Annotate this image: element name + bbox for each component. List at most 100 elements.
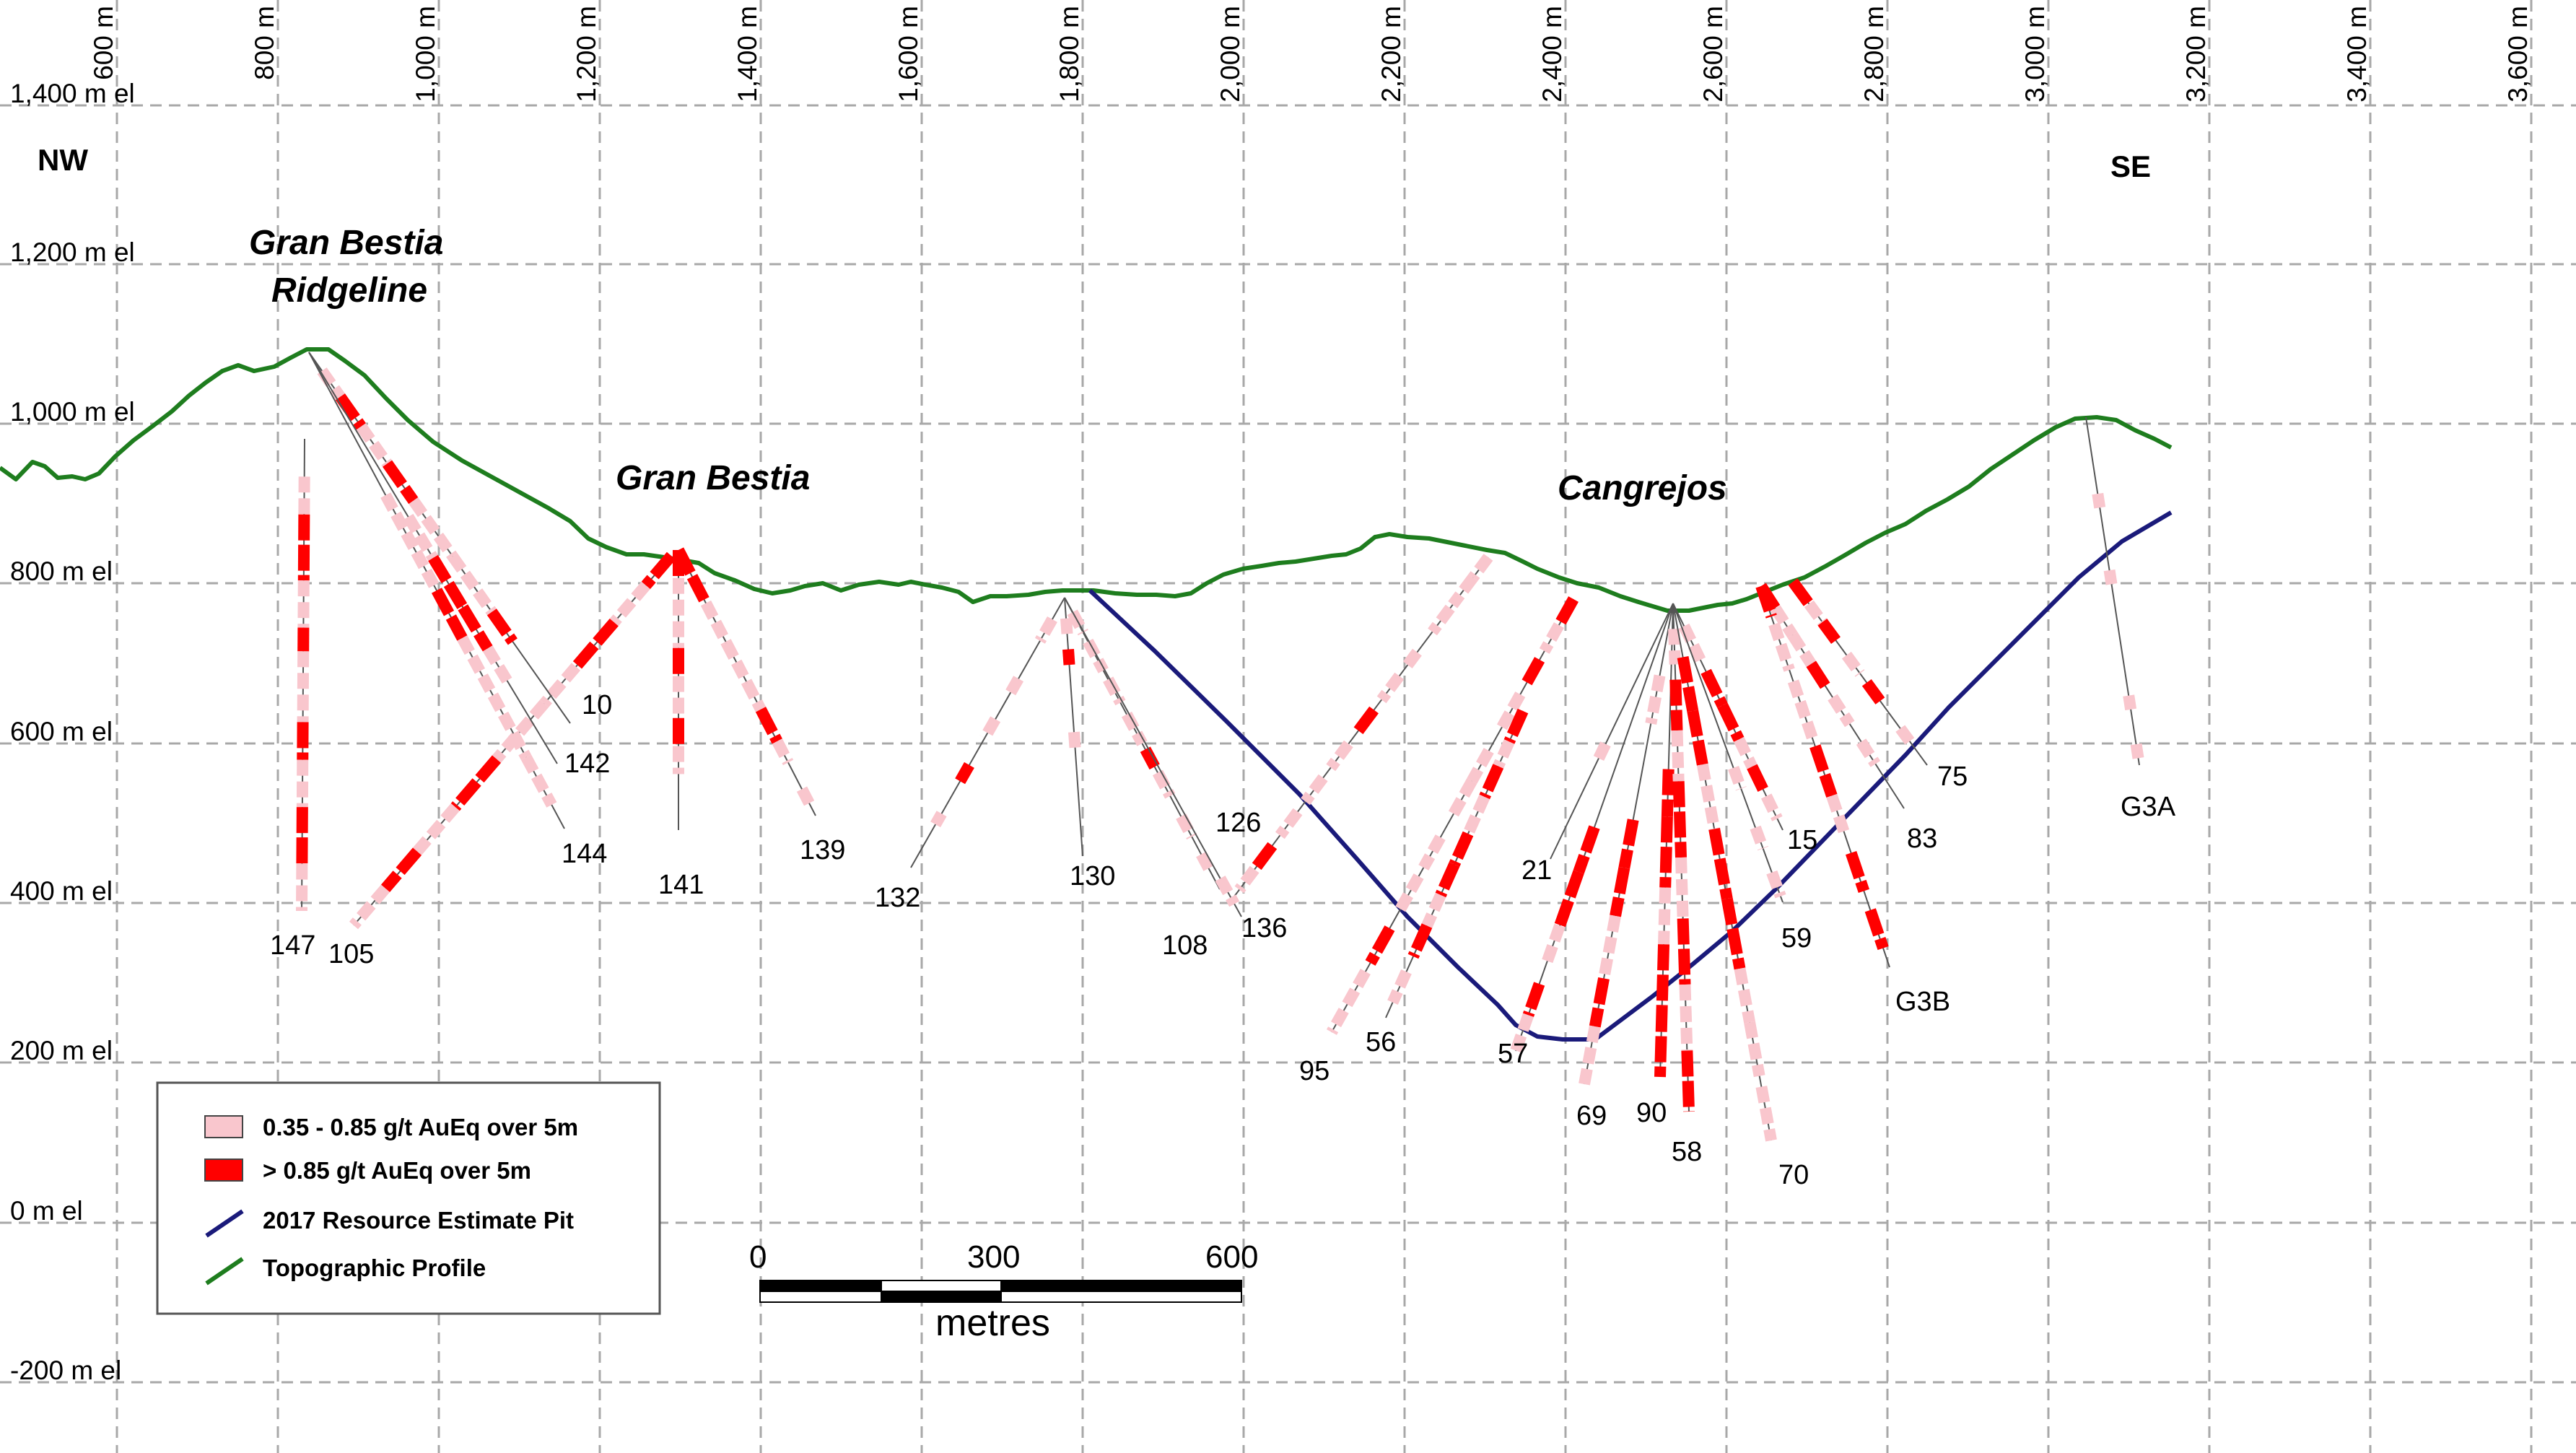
easting-label-3200: 3,200 m — [2181, 6, 2211, 102]
high-grade-interval — [1435, 862, 1460, 898]
drill-hole-105 — [349, 551, 676, 930]
low-grade-interval — [2103, 569, 2118, 585]
drill-hole-90 — [1654, 603, 1675, 1078]
easting-label-1600: 1,600 m — [894, 6, 923, 102]
high-grade-interval — [1062, 649, 1075, 666]
hole-label: 56 — [1366, 1027, 1396, 1057]
hole-label: 69 — [1576, 1101, 1607, 1131]
elev-label-0: 0 m el — [10, 1196, 83, 1226]
high-grade-interval — [1708, 828, 1733, 900]
low-grade-interval — [380, 492, 422, 555]
hole-label: 142 — [564, 749, 610, 779]
hole-label: 136 — [1241, 913, 1287, 943]
drill-hole-70 — [1672, 603, 1777, 1142]
low-grade-interval — [1750, 825, 1769, 851]
low-grade-interval — [1696, 763, 1720, 830]
drill-hole-147 — [296, 438, 310, 912]
hole-label: 21 — [1521, 855, 1552, 886]
high-grade-interval — [1479, 764, 1504, 800]
drill-hole-144 — [308, 352, 565, 829]
low-grade-interval — [317, 367, 345, 401]
high-grade-interval — [1669, 679, 1683, 731]
legend-label-pit: 2017 Resource Estimate Pit — [263, 1207, 574, 1234]
hole-label: 83 — [1907, 824, 1937, 854]
elev-label-400: 400 m el — [10, 876, 113, 906]
scale-bar-segment — [1000, 1280, 1242, 1292]
easting-label-2200: 2,200 m — [1376, 6, 1406, 102]
low-grade-interval — [1671, 730, 1685, 782]
drill-hole-126 — [1234, 554, 1493, 897]
drill-hole-136 — [1064, 597, 1242, 917]
low-grade-interval — [412, 803, 460, 855]
low-grade-interval — [482, 645, 513, 685]
high-grade-interval — [955, 762, 974, 785]
drill-hole-G3B — [1755, 584, 1890, 968]
drill-trace — [1064, 597, 1083, 857]
low-grade-interval — [1668, 628, 1681, 665]
drill-hole-59 — [1672, 603, 1786, 903]
low-grade-interval — [1060, 618, 1073, 634]
low-grade-interval — [1394, 873, 1424, 914]
high-grade-interval — [1755, 584, 1777, 619]
high-grade-interval — [1817, 619, 1841, 645]
low-grade-interval — [1387, 969, 1412, 1005]
direction-label-se: SE — [2110, 149, 2151, 183]
low-grade-interval — [609, 581, 650, 627]
hole-label: 132 — [875, 883, 920, 913]
low-grade-interval — [1679, 984, 1693, 1051]
low-grade-interval — [356, 423, 393, 467]
scale-bar: 0 300 600 metres — [749, 1239, 1258, 1344]
high-grade-interval — [1681, 1050, 1695, 1112]
low-grade-interval — [539, 663, 581, 708]
low-grade-interval — [1068, 731, 1081, 749]
drill-trace — [1672, 603, 1783, 903]
high-grade-interval — [458, 604, 493, 652]
low-grade-interval — [487, 692, 531, 760]
hole-label: 139 — [800, 835, 845, 865]
high-grade-interval — [1249, 842, 1278, 873]
low-grade-interval — [1376, 672, 1405, 704]
hole-label: 75 — [1937, 762, 1968, 792]
low-grade-interval — [1733, 736, 1758, 769]
low-grade-interval — [2130, 743, 2144, 759]
low-grade-interval — [1841, 651, 1865, 677]
high-grade-interval — [380, 847, 422, 893]
elev-label-1000: 1,000 m el — [10, 397, 135, 427]
high-grade-interval — [1407, 923, 1433, 959]
high-grade-interval — [755, 707, 782, 744]
hole-label: 144 — [562, 839, 607, 869]
drill-hole-130 — [1060, 597, 1083, 857]
high-grade-interval — [1610, 866, 1630, 917]
high-grade-interval — [1846, 851, 1869, 893]
drill-hole-56 — [1385, 708, 1529, 1018]
low-grade-interval — [1592, 741, 1611, 764]
high-grade-interval — [1788, 578, 1814, 608]
easting-label-3600: 3,600 m — [2503, 6, 2533, 102]
easting-label-2000: 2,000 m — [1215, 6, 1245, 102]
low-grade-interval — [1734, 967, 1755, 1024]
low-grade-interval — [741, 680, 767, 712]
low-grade-interval — [1658, 887, 1672, 945]
high-grade-interval — [1864, 908, 1889, 951]
high-grade-interval — [450, 755, 502, 811]
high-grade-interval — [1677, 918, 1691, 985]
elev-label-600: 600 m el — [10, 717, 113, 746]
hole-label: 108 — [1162, 930, 1208, 961]
easting-label-3400: 3,400 m — [2342, 6, 2372, 102]
hole-label: G3B — [1895, 987, 1950, 1017]
elev-label-200: 200 m el — [10, 1036, 113, 1065]
low-grade-interval — [2092, 492, 2106, 509]
low-grade-interval — [1421, 892, 1446, 928]
high-grade-interval — [1573, 825, 1600, 874]
low-grade-interval — [411, 549, 442, 593]
high-grade-interval — [1687, 710, 1708, 766]
legend: 0.35 - 0.85 g/t AuEq over 5m > 0.85 g/t … — [156, 1081, 661, 1315]
low-grade-interval — [1787, 632, 1817, 668]
low-grade-interval — [1234, 865, 1259, 894]
hole-label: 90 — [1636, 1098, 1667, 1128]
low-grade-interval — [1327, 1008, 1349, 1035]
low-grade-interval — [457, 635, 498, 698]
high-grade-interval — [1659, 816, 1673, 888]
elevation-labels: 1,400 m el 1,200 m el 1,000 m el 800 m e… — [10, 79, 135, 1385]
